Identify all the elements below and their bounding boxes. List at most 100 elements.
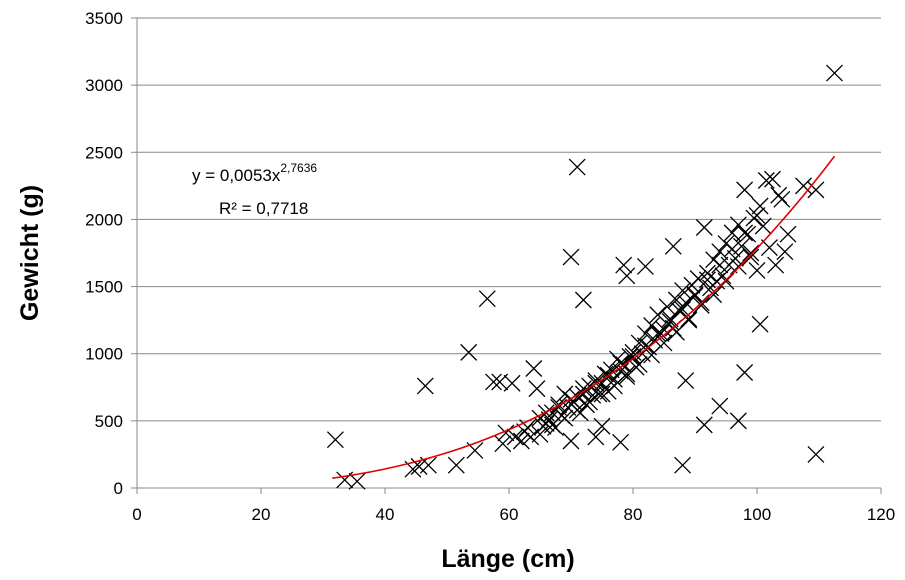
y-tick-label: 2000	[85, 210, 123, 229]
data-point	[667, 291, 685, 309]
data-point	[677, 294, 695, 312]
x-tick-label: 80	[624, 505, 643, 524]
data-point	[655, 334, 673, 352]
data-point	[674, 456, 692, 474]
data-point	[612, 433, 630, 451]
data-point	[748, 261, 766, 279]
data-point	[776, 243, 794, 261]
data-point	[587, 428, 605, 446]
trendline	[332, 155, 836, 479]
data-points	[326, 64, 843, 490]
data-point	[649, 306, 667, 324]
gridlines	[137, 17, 881, 422]
x-tick-label: 100	[743, 505, 771, 524]
data-point	[754, 217, 772, 235]
data-point	[680, 310, 698, 328]
data-point	[773, 190, 791, 208]
data-point	[636, 325, 654, 343]
data-point	[562, 248, 580, 266]
data-point	[621, 347, 639, 365]
data-point	[692, 296, 710, 314]
data-point	[326, 431, 344, 449]
data-point	[531, 425, 549, 443]
data-point	[736, 224, 754, 242]
data-point	[590, 385, 608, 403]
data-point	[795, 177, 812, 195]
y-tick-label: 1500	[85, 278, 123, 297]
data-point	[742, 244, 760, 262]
data-point	[519, 419, 537, 437]
trendline-equation: y = 0,0053x2,7636	[192, 161, 317, 185]
data-point	[615, 256, 633, 274]
x-tick-label: 60	[500, 505, 519, 524]
data-point	[543, 416, 561, 434]
data-point	[736, 181, 754, 199]
data-point	[686, 286, 704, 304]
data-point	[416, 377, 434, 395]
y-tick-label: 3500	[85, 9, 123, 28]
data-point	[723, 224, 741, 242]
x-tick-label: 40	[376, 505, 395, 524]
data-point	[593, 385, 611, 403]
y-tick-label: 0	[114, 479, 123, 498]
data-point	[525, 360, 543, 377]
data-point	[711, 397, 729, 415]
data-point	[593, 417, 611, 435]
tick-labels: 0 500 1000 1500 2000 2500 3000 3500 0 20 40 60 80 100…	[85, 9, 895, 524]
data-point	[826, 64, 843, 82]
data-point	[568, 401, 586, 419]
data-point	[497, 424, 515, 442]
data-point	[658, 298, 676, 316]
x-axis-title: Länge (cm)	[441, 545, 574, 573]
data-point	[767, 256, 785, 274]
data-point	[739, 225, 757, 243]
data-point	[764, 170, 781, 188]
data-point	[664, 237, 682, 255]
data-point	[729, 412, 747, 430]
data-point	[574, 291, 592, 309]
data-point	[460, 343, 478, 361]
data-point	[661, 310, 679, 328]
data-point	[643, 317, 661, 334]
y-tick-label: 1000	[85, 345, 123, 364]
data-point	[705, 286, 723, 304]
axes	[131, 17, 882, 494]
data-point	[512, 432, 530, 450]
data-point	[742, 248, 760, 266]
data-point	[612, 354, 630, 372]
data-point	[618, 267, 636, 285]
data-point	[695, 219, 713, 236]
data-point	[751, 197, 769, 215]
r-squared-label: R² = 0,7718	[219, 199, 308, 218]
data-point	[698, 264, 716, 282]
data-point	[528, 380, 546, 398]
data-point	[568, 158, 586, 176]
x-tick-label: 120	[867, 505, 895, 524]
data-point	[729, 257, 747, 275]
data-point	[674, 282, 692, 300]
data-point	[751, 315, 769, 333]
data-point	[503, 374, 521, 392]
data-point	[736, 364, 754, 381]
data-point	[667, 323, 685, 341]
data-point	[723, 240, 741, 258]
data-point	[760, 239, 778, 257]
data-point	[478, 290, 496, 308]
data-point	[677, 372, 695, 390]
y-tick-label: 3000	[85, 76, 123, 95]
data-point	[807, 445, 825, 463]
data-point	[807, 181, 825, 199]
data-point	[587, 372, 605, 390]
y-axis-title: Gewicht (g)	[16, 185, 44, 321]
data-point	[522, 428, 540, 446]
data-point	[581, 393, 599, 411]
data-point	[630, 355, 648, 373]
x-tick-label: 20	[252, 505, 271, 524]
data-point	[779, 225, 797, 243]
data-point	[698, 271, 716, 289]
trendline-layer	[332, 155, 836, 479]
y-tick-label: 2500	[85, 143, 123, 162]
y-tick-label: 500	[95, 412, 123, 431]
data-point	[748, 206, 766, 224]
